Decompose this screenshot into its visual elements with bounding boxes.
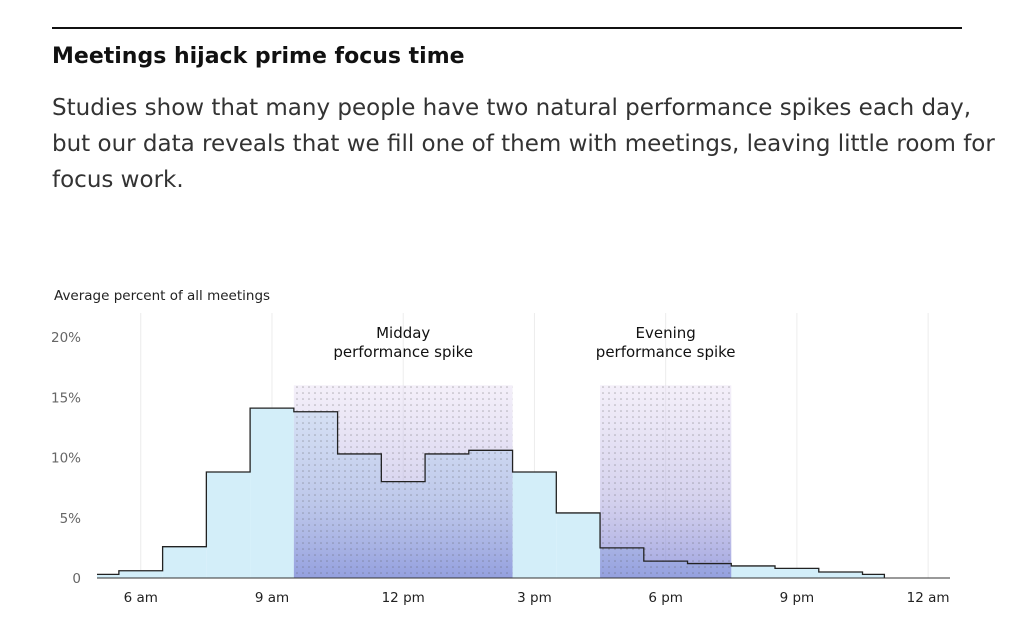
y-tick-label: 0 [72, 571, 81, 587]
header-rule [52, 27, 962, 29]
y-tick-label: 5% [60, 511, 82, 527]
y-axis-label: Average percent of all meetings [54, 288, 270, 304]
x-tick-label: 9 am [255, 590, 289, 606]
bar [162, 546, 207, 578]
x-tick-label: 9 pm [780, 590, 815, 606]
bar [556, 512, 601, 578]
bar [731, 565, 776, 578]
bar [206, 472, 251, 578]
bar [118, 570, 163, 578]
bar [97, 574, 119, 578]
body-line: focus work. [52, 167, 184, 193]
x-tick-label: 6 am [124, 590, 158, 606]
spike-label: Midday [376, 324, 430, 342]
x-tick-label: 3 pm [517, 590, 552, 606]
y-tick-label: 10% [51, 451, 81, 467]
body-line: but our data reveals that we fill one of… [52, 131, 995, 157]
headline: Meetings hijack prime focus time [52, 44, 465, 69]
x-tick-label: 6 pm [648, 590, 683, 606]
bar [775, 568, 819, 578]
y-tick-label: 15% [51, 390, 81, 406]
bar [818, 571, 863, 578]
bar [250, 408, 294, 578]
body-text: Studies show that many people have two n… [52, 90, 995, 198]
x-tick-label: 12 am [907, 590, 950, 606]
bar [862, 574, 885, 578]
spike-label: performance spike [596, 343, 736, 361]
x-tick-label: 12 pm [382, 590, 425, 606]
body-line: Studies show that many people have two n… [52, 95, 972, 121]
bar [512, 472, 557, 578]
y-tick-label: 20% [51, 330, 81, 346]
spike-dots [600, 385, 732, 578]
step-outline [97, 407, 886, 578]
spike-label: Evening [636, 324, 696, 342]
spike-label: performance spike [333, 343, 473, 361]
